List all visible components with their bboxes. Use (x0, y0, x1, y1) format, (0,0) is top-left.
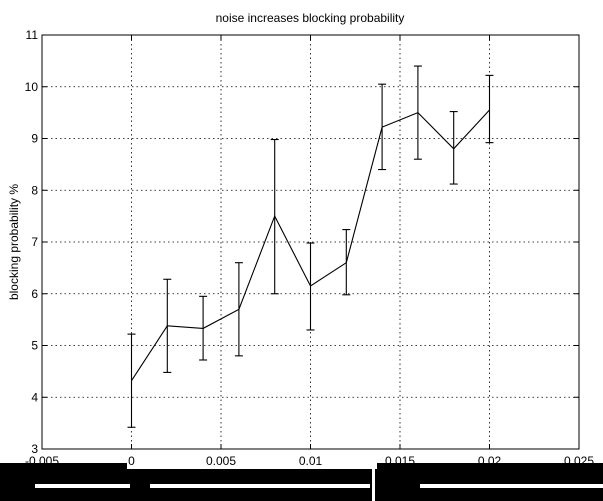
x-tick-label: 0.005 (206, 454, 236, 468)
y-tick-label: 3 (31, 442, 38, 456)
band-stripe-left (35, 484, 130, 488)
overlapping-toolbar-band (0, 463, 603, 501)
y-tick-label: 5 (31, 339, 38, 353)
grid (42, 35, 579, 449)
y-tick-label: 6 (31, 287, 38, 301)
y-tick-label: 10 (25, 80, 39, 94)
band-divider (372, 463, 375, 501)
x-tick-label: 0.01 (299, 454, 323, 468)
y-tick-label: 11 (26, 28, 39, 42)
series-group (127, 65, 494, 428)
tick-marks (41, 34, 580, 450)
y-tick-label: 9 (31, 132, 38, 146)
y-tick-label: 8 (31, 183, 38, 197)
chart-title: noise increases blocking probability (216, 11, 405, 25)
y-tick-label: 4 (31, 390, 38, 404)
band-block-right (377, 463, 603, 501)
band-stripe-right (420, 484, 603, 488)
y-tick-label: 7 (31, 235, 38, 249)
band-stripe-mid (150, 484, 370, 488)
x-tick-label: 0 (128, 454, 135, 468)
y-axis-label: blocking probability % (7, 184, 21, 300)
tick-labels: -0.005 0 0.005 0.01 0.015 0.02 0.0253456789101… (25, 28, 595, 468)
band-block-left (0, 463, 127, 501)
